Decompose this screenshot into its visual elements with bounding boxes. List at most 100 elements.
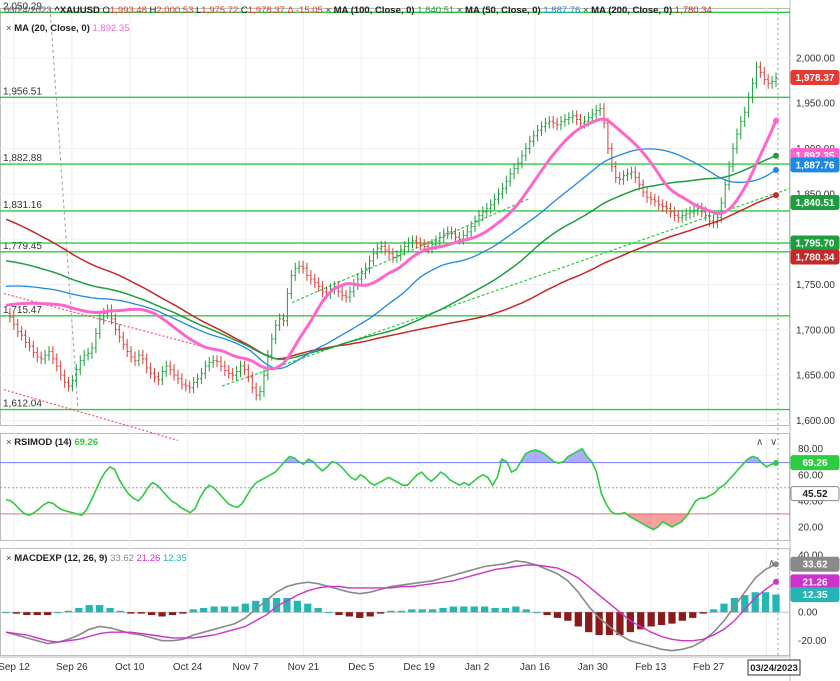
macd-hist-bar[interactable] — [449, 606, 458, 613]
candle[interactable] — [98, 313, 102, 339]
candle[interactable] — [94, 328, 98, 354]
candle[interactable] — [594, 104, 598, 120]
candle[interactable] — [293, 262, 297, 281]
macd-hist-bar[interactable] — [408, 609, 416, 613]
macd-hist-bar[interactable] — [678, 612, 686, 621]
macd-hist-bar[interactable] — [304, 603, 312, 613]
candle[interactable] — [12, 311, 16, 330]
candle[interactable] — [188, 380, 192, 394]
macd-hist-bar[interactable] — [85, 605, 93, 613]
candle[interactable] — [360, 268, 364, 285]
macd-hist-bar[interactable] — [616, 612, 624, 636]
candle[interactable] — [770, 75, 774, 89]
candle[interactable] — [348, 286, 352, 303]
candle[interactable] — [90, 342, 94, 359]
candle[interactable] — [125, 338, 129, 358]
macd-hist-bar[interactable] — [179, 612, 187, 614]
candle[interactable] — [520, 150, 524, 169]
candle[interactable] — [500, 182, 504, 200]
macd-hist-bar[interactable] — [293, 600, 301, 613]
candle[interactable] — [391, 248, 395, 263]
candle[interactable] — [387, 244, 391, 260]
macd-line[interactable] — [5, 559, 777, 652]
candle[interactable] — [625, 168, 629, 182]
candle[interactable] — [418, 237, 422, 251]
candle[interactable] — [676, 210, 680, 223]
candle[interactable] — [43, 349, 47, 365]
candle[interactable] — [133, 351, 137, 367]
candle[interactable] — [27, 337, 31, 352]
candle[interactable] — [485, 202, 489, 218]
candle[interactable] — [63, 369, 67, 388]
candle[interactable] — [453, 228, 457, 243]
candle[interactable] — [438, 231, 442, 247]
candle[interactable] — [508, 168, 512, 187]
candle[interactable] — [629, 166, 633, 180]
macd-hist-bar[interactable] — [241, 603, 249, 613]
macd-hist-bar[interactable] — [189, 609, 197, 613]
candle[interactable] — [254, 382, 258, 401]
time-axis[interactable]: Sep 12 Sep 26 Oct 10 Oct 24 Nov 7 Nov 21 Dec 5… — [0, 656, 801, 676]
candle[interactable] — [618, 172, 622, 185]
candle[interactable] — [321, 280, 325, 298]
macd-hist-bar[interactable] — [397, 610, 406, 613]
candle[interactable] — [383, 240, 387, 256]
candle[interactable] — [74, 364, 78, 387]
candle[interactable] — [496, 188, 500, 205]
macd-hist-bar[interactable] — [335, 612, 343, 616]
candle[interactable] — [289, 269, 293, 299]
macd-signal-line[interactable] — [5, 564, 777, 643]
macd-hist-bar[interactable] — [709, 609, 718, 613]
candle[interactable] — [489, 199, 493, 214]
candle[interactable] — [313, 273, 317, 289]
macd-hist-bar[interactable] — [647, 612, 655, 627]
macd-hist-bar[interactable] — [324, 612, 333, 614]
candle[interactable] — [532, 130, 536, 147]
candle[interactable] — [563, 114, 567, 127]
candle[interactable] — [598, 103, 602, 116]
candle[interactable] — [344, 289, 348, 303]
candle[interactable] — [469, 221, 473, 238]
candle[interactable] — [227, 365, 231, 379]
candle[interactable] — [442, 228, 446, 243]
uptrend-line[interactable] — [221, 187, 791, 387]
macd-hist-bar[interactable] — [366, 612, 374, 617]
candle[interactable] — [551, 115, 555, 129]
ma200-line[interactable] — [5, 194, 777, 360]
macd-hist-bar[interactable] — [96, 605, 104, 613]
candle[interactable] — [239, 360, 243, 377]
macd-hist-bar[interactable] — [64, 610, 73, 613]
candle[interactable] — [274, 319, 278, 345]
candle[interactable] — [672, 206, 676, 222]
candle[interactable] — [262, 369, 266, 397]
candle[interactable] — [684, 208, 688, 222]
candle[interactable] — [774, 72, 778, 87]
candle[interactable] — [414, 235, 418, 249]
candle[interactable] — [668, 202, 672, 218]
candle[interactable] — [145, 353, 149, 374]
candle[interactable] — [317, 277, 321, 292]
macd-hist-bar[interactable] — [2, 612, 10, 614]
projection-line[interactable] — [49, 7, 79, 410]
candle[interactable] — [622, 170, 626, 185]
macd-hist-bar[interactable] — [720, 603, 728, 613]
macd-hist-bar[interactable] — [637, 612, 645, 630]
candle[interactable] — [250, 371, 254, 394]
candle[interactable] — [203, 360, 207, 379]
candle[interactable] — [539, 121, 543, 136]
candle[interactable] — [246, 364, 250, 383]
candle[interactable] — [172, 364, 176, 381]
candle[interactable] — [211, 355, 215, 368]
candle[interactable] — [735, 128, 739, 154]
macd-hist-bar[interactable] — [168, 612, 177, 616]
candle[interactable] — [16, 318, 20, 338]
macd-hist-bar[interactable] — [574, 612, 582, 627]
candle[interactable] — [450, 226, 454, 240]
candle[interactable] — [536, 124, 540, 142]
macd-hist-bar[interactable] — [668, 612, 676, 624]
candle[interactable] — [657, 195, 661, 211]
macd-hist-bar[interactable] — [605, 612, 614, 636]
candle[interactable] — [637, 172, 641, 191]
candle[interactable] — [356, 273, 360, 290]
